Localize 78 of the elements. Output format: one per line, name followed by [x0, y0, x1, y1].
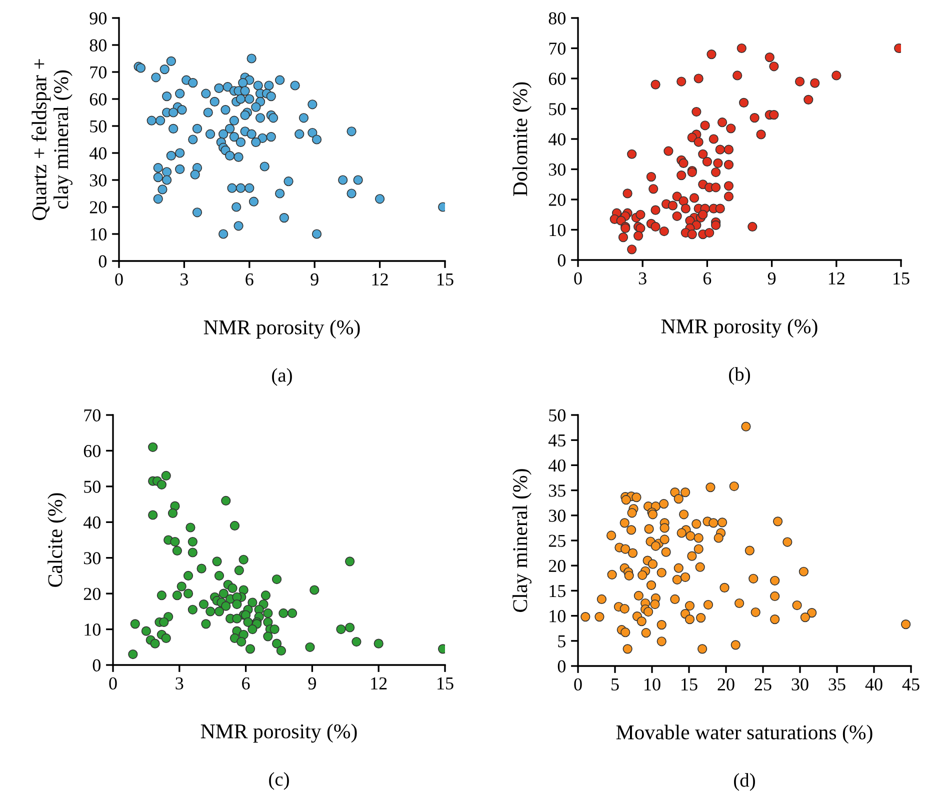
y-tick-label: 20	[548, 560, 566, 572]
y-axis-title: Clay mineral (%)	[512, 469, 532, 612]
x-axis-title: NMR porosity (%)	[200, 724, 357, 743]
y-tick-label: 40	[89, 147, 107, 160]
x-tick-label: 15	[894, 272, 910, 285]
x-tick-label: 15	[438, 273, 454, 286]
x-tick-label: 6	[242, 677, 250, 690]
y-tick-label: 30	[549, 510, 566, 522]
x-tick-label: 12	[828, 272, 844, 284]
y-tick-label: 40	[548, 459, 566, 472]
x-axis-title: Movable water saturations (%)	[616, 724, 872, 744]
y-tick-label: 80	[548, 12, 566, 24]
y-tick-label: 40	[83, 516, 101, 529]
y-tick-label: 50	[549, 103, 566, 116]
y-tick-label: 35	[549, 484, 566, 497]
y-tick-label: 20	[90, 201, 107, 214]
y-tick-label: 80	[90, 39, 107, 52]
y-tick-label: 60	[548, 72, 566, 85]
y-tick-label: 50	[84, 480, 101, 493]
x-tick-label: 12	[371, 677, 387, 690]
x-tick-label: 15	[438, 677, 454, 690]
y-axis-title: Calcite (%)	[48, 493, 66, 587]
y-tick-label: 0	[558, 254, 566, 266]
x-tick-label: 9	[768, 272, 776, 285]
y-axis-title: Quartz + feldspar + clay mineral (%)	[32, 59, 72, 220]
y-tick-label: 10	[550, 224, 566, 236]
x-tick-label: 15	[682, 678, 698, 691]
y-tick-label: 10	[84, 624, 101, 636]
y-tick-label: 25	[548, 534, 566, 547]
y-tick-label: 5	[558, 635, 566, 648]
y-tick-label: 20	[548, 194, 566, 206]
x-tick-label: 20	[718, 678, 734, 691]
x-axis-title: NMR porosity (%)	[204, 320, 360, 339]
y-tick-label: 40	[548, 133, 566, 146]
x-tick-label: 3	[176, 677, 184, 690]
x-tick-label: 10	[644, 678, 660, 691]
y-tick-label: 90	[90, 12, 107, 24]
text: (a)	[272, 368, 292, 386]
y-tick-label: 30	[84, 552, 101, 564]
x-tick-label: 40	[865, 678, 882, 691]
y-tick-label: 30	[549, 164, 566, 176]
y-tick-label: 0	[92, 659, 101, 672]
text: (c)	[269, 772, 289, 790]
y-tick-label: 0	[558, 660, 566, 672]
y-tick-label: 70	[549, 42, 566, 55]
y-tick-label: 10	[90, 228, 107, 240]
y-tick-label: 50	[549, 409, 566, 422]
x-tick-label: 0	[109, 677, 117, 690]
x-tick-label: 0	[115, 273, 123, 286]
x-tick-label: 45	[902, 678, 920, 691]
y-tick-label: 70	[90, 66, 107, 78]
y-tick-label: 50	[90, 120, 107, 132]
x-tick-label: 0	[574, 678, 582, 691]
x-axis-title: NMR porosity (%)	[661, 318, 818, 338]
x-tick-label: 0	[574, 272, 582, 285]
y-tick-label: 30	[90, 174, 107, 186]
y-tick-label: 15	[550, 585, 566, 598]
x-tick-label: 3	[180, 273, 188, 286]
x-tick-label: 30	[792, 678, 808, 691]
x-tick-label: 35	[828, 678, 846, 691]
y-tick-label: 70	[84, 409, 101, 422]
text: (b)	[729, 367, 750, 385]
x-tick-label: 6	[246, 273, 254, 286]
y-axis-title: Dolomite (%)	[512, 82, 532, 196]
x-tick-label: 12	[372, 273, 388, 286]
x-tick-label: 3	[638, 272, 646, 285]
x-tick-label: 6	[703, 272, 712, 285]
y-tick-label: 60	[84, 444, 101, 458]
text: (d)	[734, 773, 755, 791]
x-tick-label: 5	[612, 678, 619, 691]
y-tick-label: 0	[98, 255, 107, 268]
y-tick-label: 10	[550, 610, 566, 622]
y-tick-label: 20	[84, 588, 101, 600]
x-tick-label: 9	[308, 677, 316, 690]
y-tick-label: 60	[90, 93, 107, 106]
x-tick-label: 9	[310, 273, 318, 286]
x-tick-label: 25	[754, 678, 772, 691]
y-tick-label: 45	[548, 434, 566, 447]
